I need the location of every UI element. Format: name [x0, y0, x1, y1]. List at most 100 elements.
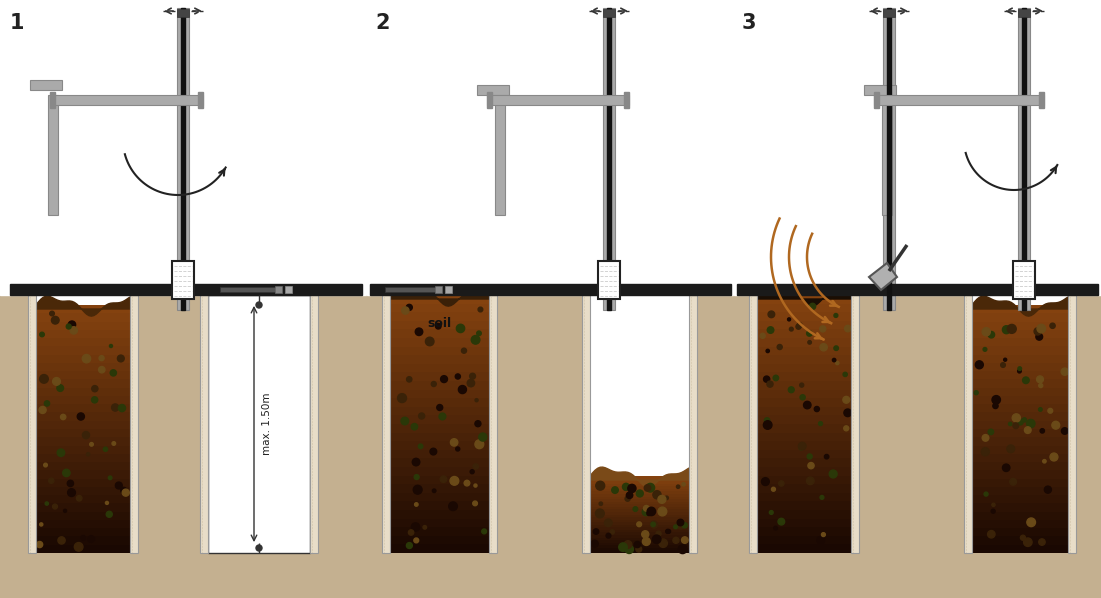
Bar	[590, 534, 689, 538]
Bar	[972, 379, 1068, 388]
Circle shape	[799, 446, 804, 450]
Circle shape	[619, 543, 628, 551]
Circle shape	[829, 470, 837, 478]
Circle shape	[770, 511, 773, 514]
Bar	[972, 345, 1068, 355]
Bar	[757, 311, 851, 321]
Bar	[757, 509, 851, 518]
Circle shape	[658, 507, 667, 516]
Circle shape	[91, 396, 98, 403]
Circle shape	[412, 523, 419, 531]
Bar	[972, 329, 1068, 338]
Circle shape	[116, 482, 122, 489]
Bar	[177, 9, 189, 17]
Circle shape	[1061, 428, 1068, 434]
Circle shape	[1010, 478, 1016, 485]
Circle shape	[634, 541, 641, 548]
Bar	[390, 389, 489, 398]
Circle shape	[591, 540, 598, 547]
Bar	[390, 483, 489, 493]
Circle shape	[975, 361, 983, 369]
Circle shape	[475, 399, 478, 402]
Bar	[495, 100, 505, 215]
Circle shape	[477, 331, 481, 335]
Circle shape	[1048, 408, 1053, 413]
Circle shape	[666, 529, 669, 533]
Circle shape	[651, 522, 655, 527]
Bar	[177, 8, 189, 310]
Bar	[590, 524, 689, 527]
Bar	[757, 337, 851, 347]
Circle shape	[774, 526, 777, 530]
Bar	[757, 526, 851, 536]
Circle shape	[642, 530, 648, 538]
Circle shape	[1038, 383, 1043, 388]
Bar	[390, 535, 489, 544]
Circle shape	[982, 435, 989, 441]
Bar	[590, 490, 689, 494]
Circle shape	[1021, 535, 1025, 540]
Circle shape	[83, 355, 90, 363]
Bar	[590, 532, 689, 535]
Circle shape	[1024, 427, 1032, 434]
Bar	[972, 321, 1068, 330]
Circle shape	[1045, 486, 1051, 493]
Bar	[390, 311, 489, 321]
Bar	[390, 294, 489, 304]
Circle shape	[91, 386, 98, 392]
Circle shape	[659, 539, 667, 547]
Circle shape	[99, 356, 105, 361]
Bar	[734, 0, 1101, 295]
Circle shape	[437, 404, 443, 410]
Bar	[590, 526, 689, 530]
Bar	[36, 329, 130, 338]
Circle shape	[642, 508, 650, 515]
Circle shape	[402, 307, 408, 314]
Circle shape	[593, 529, 599, 534]
Bar	[36, 345, 130, 355]
Bar	[36, 304, 130, 313]
Circle shape	[599, 502, 602, 505]
Circle shape	[80, 535, 86, 540]
Circle shape	[820, 344, 827, 351]
Bar	[757, 544, 851, 553]
Circle shape	[676, 520, 685, 529]
Bar	[10, 284, 362, 295]
Circle shape	[1027, 518, 1036, 527]
Text: 1: 1	[10, 13, 24, 33]
Circle shape	[406, 377, 412, 382]
Circle shape	[76, 496, 81, 501]
Bar	[972, 428, 1068, 437]
Bar	[275, 286, 282, 293]
Circle shape	[89, 443, 94, 446]
Bar	[36, 395, 130, 404]
Circle shape	[624, 487, 626, 490]
Bar	[390, 475, 489, 484]
Bar	[972, 337, 1068, 346]
Bar	[972, 420, 1068, 429]
Circle shape	[653, 491, 661, 499]
Bar	[390, 363, 489, 373]
Circle shape	[1051, 422, 1059, 429]
Bar	[737, 284, 1098, 295]
Bar	[390, 320, 489, 329]
Bar	[36, 461, 130, 471]
Bar	[489, 295, 497, 553]
Bar	[370, 284, 731, 295]
Circle shape	[475, 421, 481, 427]
Bar	[757, 492, 851, 501]
Bar	[964, 295, 972, 553]
Circle shape	[658, 495, 666, 504]
Bar	[390, 544, 489, 553]
Bar	[972, 511, 1068, 520]
Circle shape	[430, 448, 437, 455]
Bar	[50, 95, 203, 105]
Bar	[385, 287, 440, 292]
Circle shape	[397, 393, 406, 402]
Bar	[590, 493, 689, 496]
Circle shape	[471, 335, 480, 344]
Circle shape	[108, 476, 112, 480]
Circle shape	[651, 521, 657, 528]
Bar	[590, 547, 689, 550]
Bar	[590, 485, 689, 489]
